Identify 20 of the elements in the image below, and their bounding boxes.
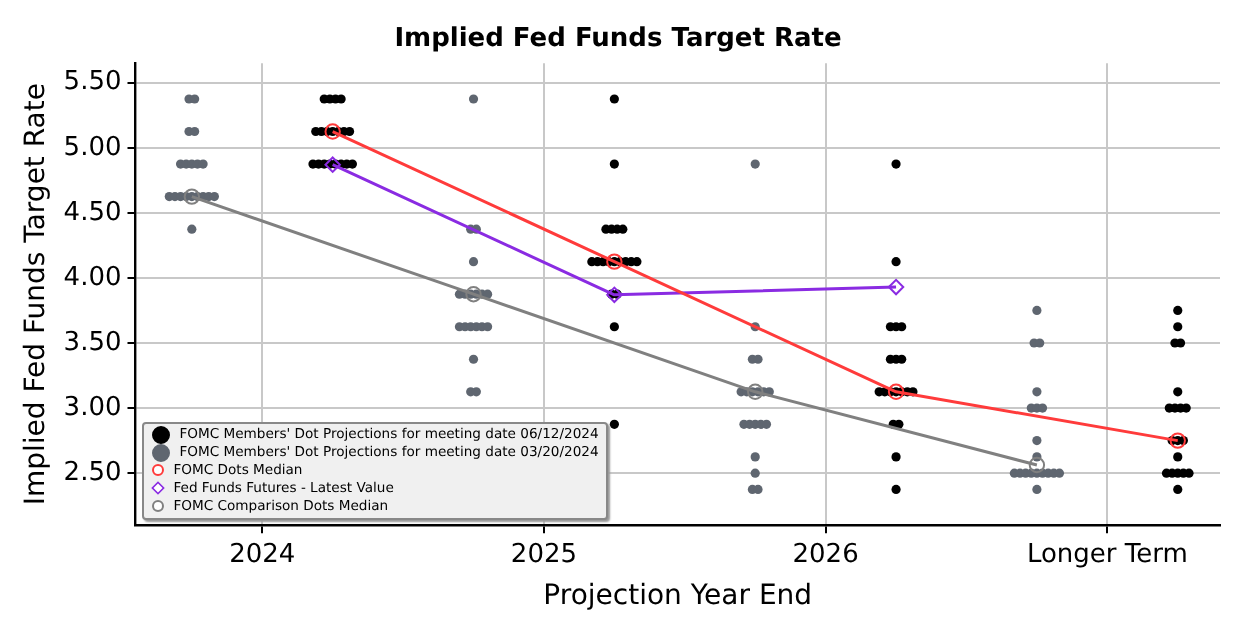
point xyxy=(465,286,482,303)
y-tick-label: 2.50 xyxy=(63,457,122,488)
y-tick-label: 3.00 xyxy=(63,392,122,423)
y-tick-label: 5.00 xyxy=(63,132,122,163)
x-tick-label: 2024 xyxy=(229,539,296,570)
y-tick-label: 3.50 xyxy=(63,327,122,358)
point xyxy=(747,383,764,401)
y-tick-label: 4.50 xyxy=(63,197,122,228)
y-tick-label: 5.50 xyxy=(63,67,122,98)
chart-title: Implied Fed Funds Target Rate xyxy=(394,24,842,55)
x-tick-label: Longer Term xyxy=(1026,539,1188,570)
point xyxy=(887,278,905,296)
point xyxy=(606,286,623,304)
x-tick-label: 2025 xyxy=(510,539,578,570)
x-tick-label: 2026 xyxy=(792,539,859,570)
point xyxy=(324,156,341,173)
x-axis-title: Projection Year End xyxy=(543,580,813,613)
y-axis-title: Implied Fed Funds Target Rate xyxy=(20,83,53,506)
point xyxy=(1028,456,1046,474)
y-tick-label: 4.00 xyxy=(63,262,122,293)
